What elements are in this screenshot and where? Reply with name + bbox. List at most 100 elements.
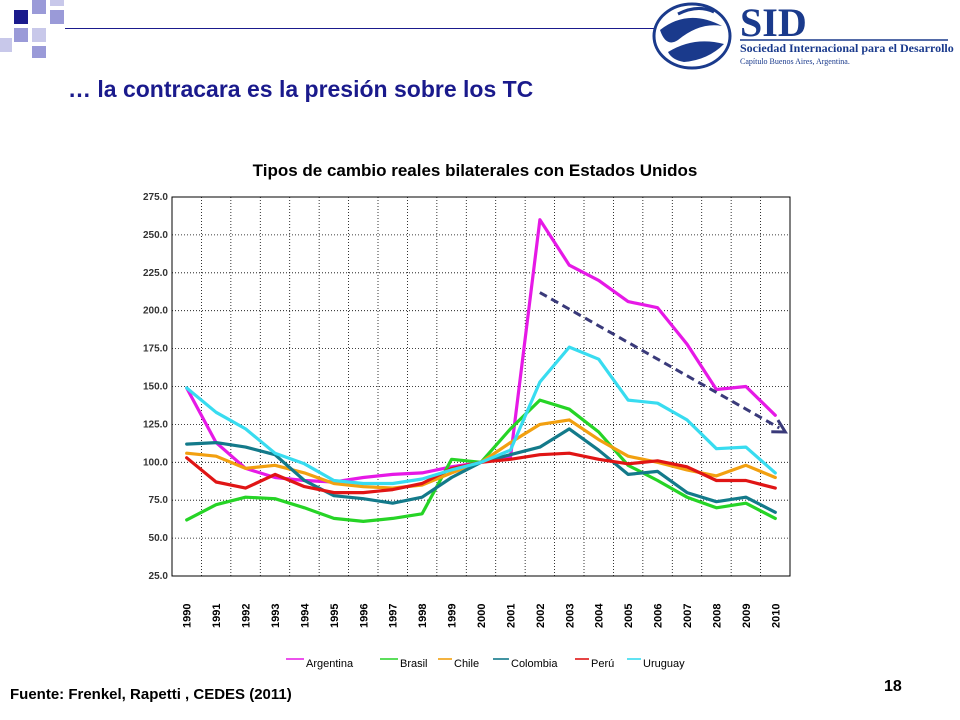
data-point [332,517,336,520]
data-point [538,218,542,221]
logo-line2: Capítulo Buenos Aires, Argentina. [740,57,850,66]
y-tick-label: 200.0 [143,306,168,317]
globe-icon [652,2,732,70]
data-point [568,345,571,349]
data-point [715,500,718,503]
data-point [509,448,512,452]
data-point [744,385,748,388]
legend-label: Perú [591,658,614,670]
data-point [303,462,306,466]
data-point [185,442,188,446]
data-point [538,453,542,456]
data-point [244,495,247,499]
data-point [685,465,689,469]
data-point [744,495,748,499]
legend-label: Chile [454,658,479,670]
data-point [244,486,247,490]
data-point [214,480,218,484]
y-tick-label: 150.0 [143,382,168,393]
x-tick-label: 2010 [770,604,782,628]
data-point [656,306,659,309]
data-point [214,411,218,414]
data-point [597,458,600,461]
data-point [273,473,277,476]
y-tick-label: 125.0 [143,419,168,430]
data-point [362,491,365,494]
data-point [185,386,188,390]
data-point [332,491,336,494]
data-point [214,441,218,444]
chart-grid [171,196,791,577]
data-point [332,482,336,485]
data-point [332,479,336,482]
x-tick-label: 2001 [505,604,517,628]
data-point [273,452,277,455]
y-axis: 25.0 50.0 75.0 100.0 125.0 150.0 175.0 200.0 225… [143,192,168,582]
data-point [715,479,718,482]
x-tick-label: 2002 [535,604,547,628]
data-point [362,520,365,523]
data-point [568,418,571,422]
data-point [538,423,542,426]
data-point [391,473,394,476]
data-point [362,482,365,485]
data-point [774,471,777,475]
data-point [774,517,777,520]
x-tick-label: 1991 [211,604,223,628]
data-point [538,445,542,449]
data-point [273,476,277,479]
data-point [273,464,277,467]
x-tick-label: 2004 [594,603,606,628]
series-lines [185,218,777,524]
data-point [626,462,630,466]
data-point [744,502,748,505]
legend-label: Argentina [306,658,354,670]
data-point [685,495,689,499]
data-point [568,408,571,411]
data-point [626,398,630,402]
x-tick-label: 2008 [711,604,723,628]
data-point [626,300,630,303]
data-point [391,517,394,520]
legend-label: Uruguay [643,658,685,670]
chart-title: Tipos de cambio reales bilaterales con E… [253,161,698,180]
data-point [450,458,453,461]
data-point [303,506,306,509]
data-point [685,468,689,472]
y-tick-label: 75.0 [149,495,169,506]
x-tick-label: 2009 [741,604,753,628]
data-point [391,482,394,485]
data-point [185,456,188,459]
data-point [391,488,394,491]
data-point [656,479,659,482]
x-tick-label: 1993 [270,604,282,628]
data-point [626,455,630,458]
data-point [362,485,365,488]
data-point [626,473,630,476]
data-point [509,441,512,444]
data-point [391,502,394,505]
data-point [538,398,542,402]
data-point [715,474,718,478]
data-point [303,471,306,475]
data-point [656,470,659,473]
data-point [685,418,689,422]
trend-arrow [539,291,789,434]
data-point [597,438,600,441]
slide-title: … la contracara es la presión sobre los … [68,76,534,102]
data-point [538,380,542,384]
data-point [744,479,748,482]
y-tick-label: 25.0 [149,571,169,582]
y-tick-label: 175.0 [143,344,168,355]
data-point [450,471,453,475]
decorative-squares [0,0,120,70]
data-point [420,471,424,475]
y-tick-label: 50.0 [149,533,169,544]
x-axis: 1990 1991 1992 1993 1994 1995 1996 1997 1998 1999… [182,603,783,628]
data-point [362,476,365,479]
logo-wordmark: SID [740,0,807,45]
data-point [479,461,483,464]
data-point [715,447,718,450]
x-tick-label: 1998 [417,604,429,628]
